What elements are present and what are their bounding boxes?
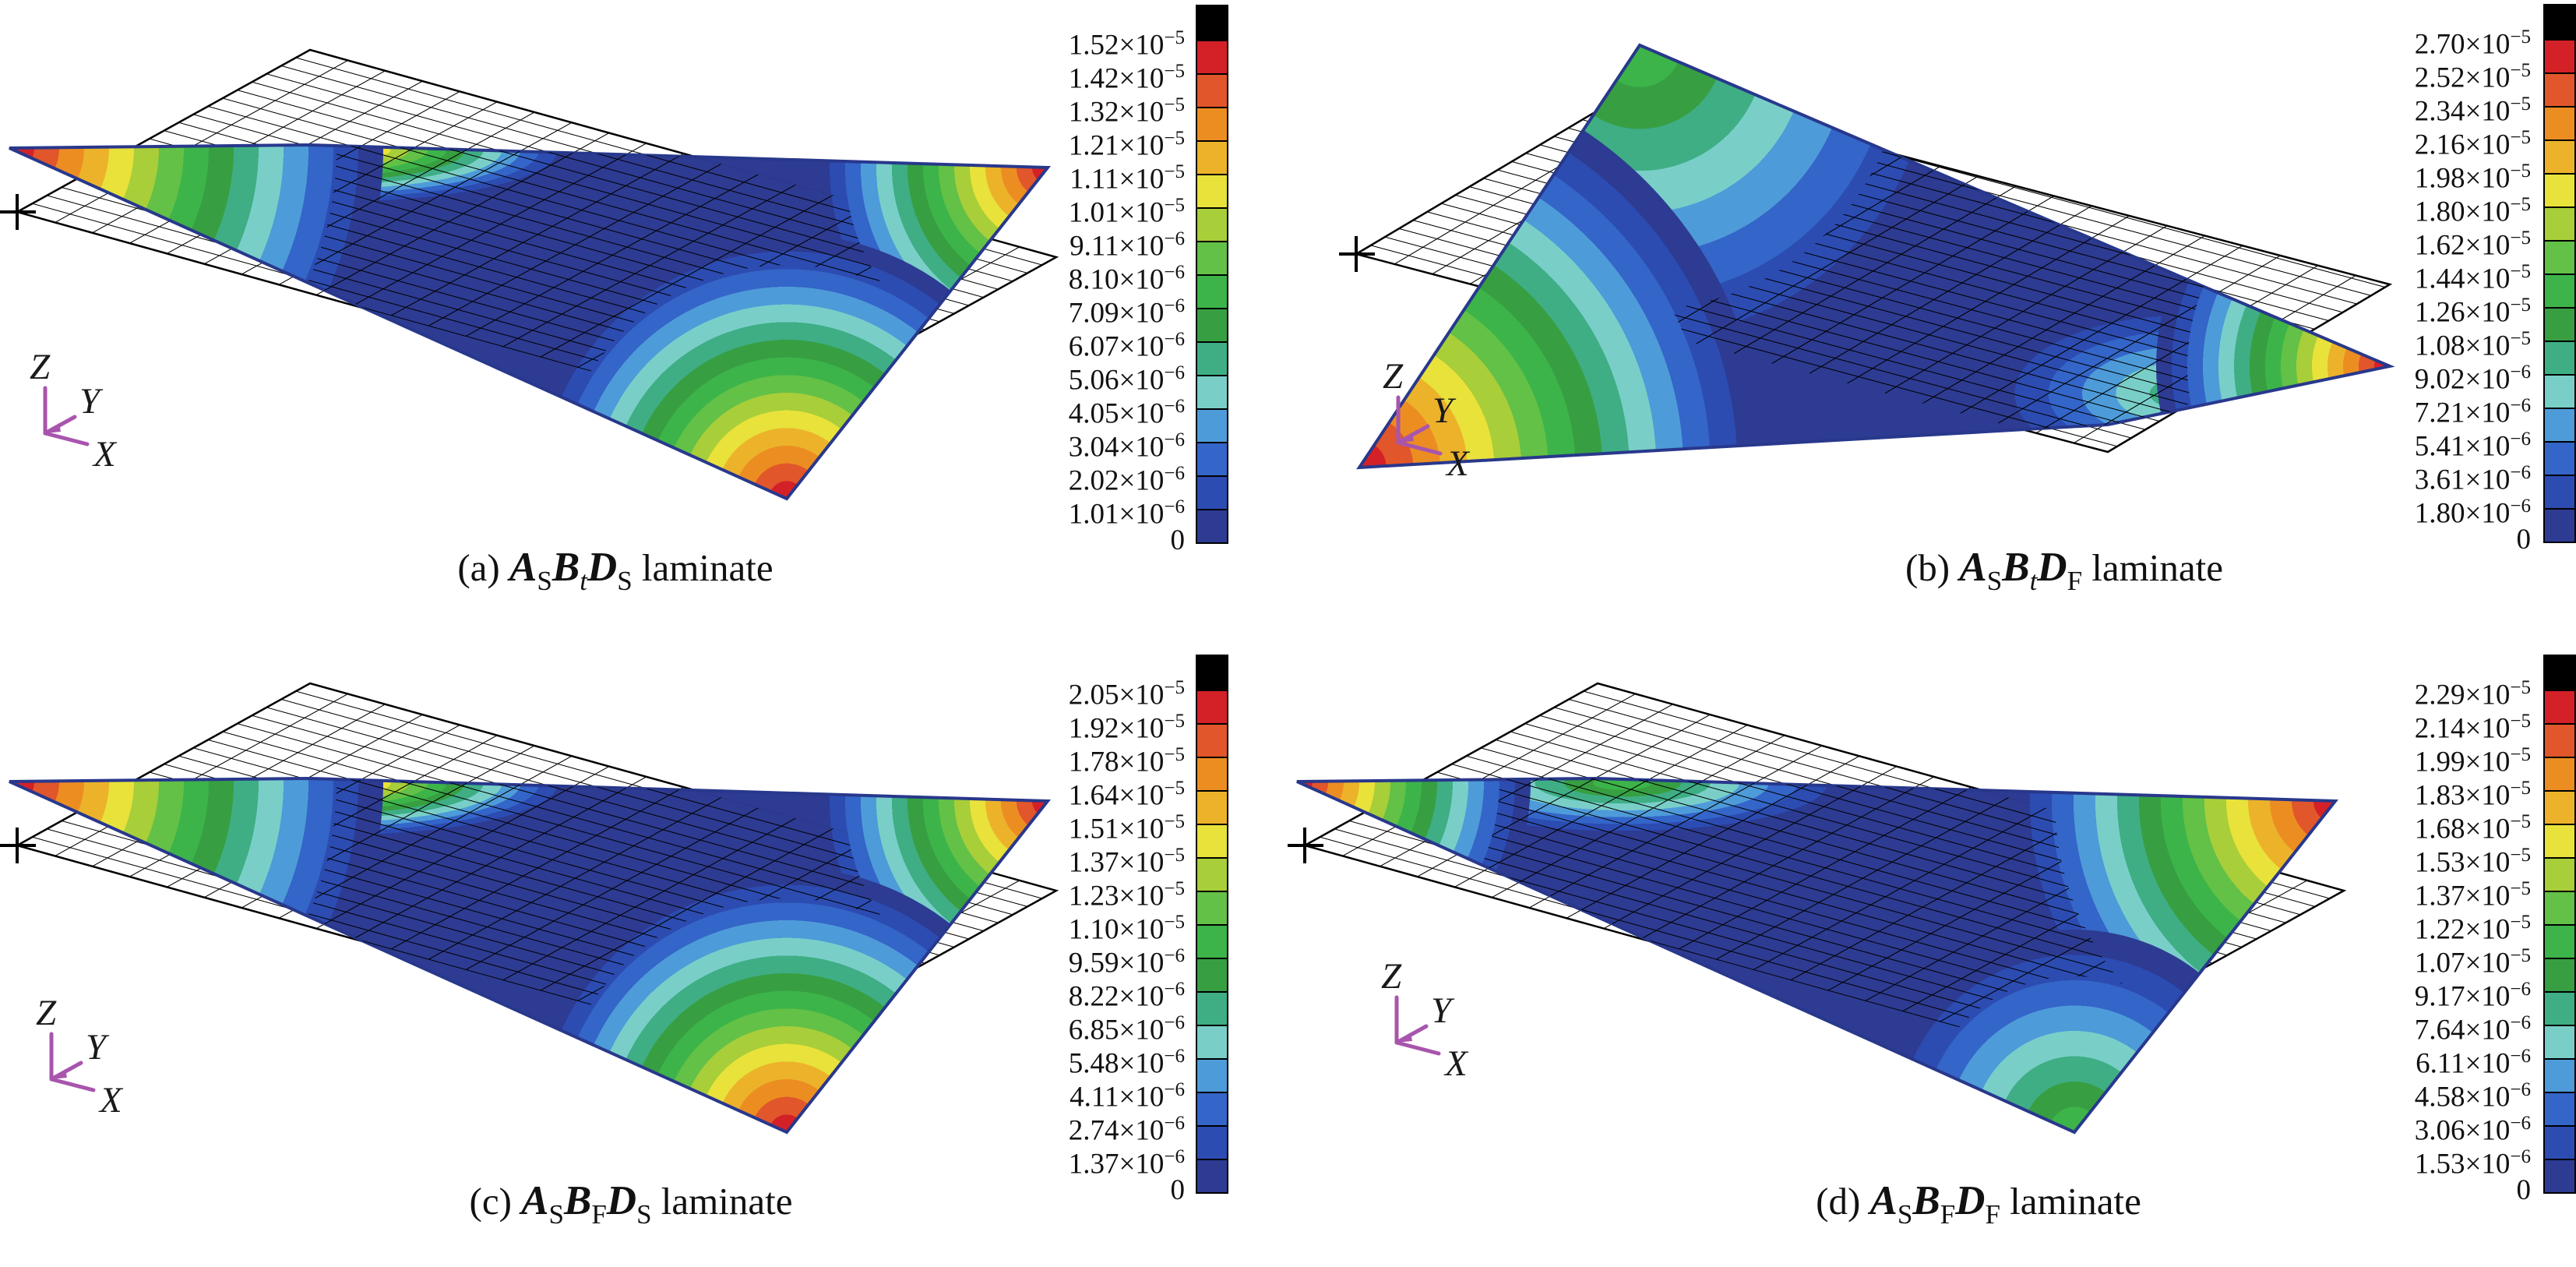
axis-z-label: Z [30, 347, 51, 387]
caption-matrix-letter: A [521, 1178, 549, 1223]
caption-matrix-letter: D [2037, 545, 2067, 590]
caption-prefix: (a) [457, 546, 510, 589]
caption-subscript: S [636, 1199, 652, 1230]
panel-d: Z Y X 2.29×10−5 2.14×10−5 1.99×10−5 1.83×10… [1288, 634, 2576, 1267]
caption-suffix: laminate [2000, 1180, 2141, 1223]
caption-matrix-letter: B [1912, 1178, 1940, 1223]
caption-prefix: (b) [1905, 546, 1960, 589]
axis-x-label: X [92, 434, 118, 475]
caption-d: (d) ASBFDF laminate [1816, 1177, 2141, 1230]
caption-suffix: laminate [651, 1180, 793, 1223]
origin-marker [1339, 236, 1375, 272]
origin-marker [0, 828, 36, 863]
plot-a: Z Y X [0, 48, 1058, 500]
axis-x-label: X [1445, 443, 1471, 484]
caption-subscript: S [1897, 1199, 1913, 1230]
caption-subscript: F [591, 1199, 607, 1230]
caption-prefix: (d) [1816, 1180, 1870, 1223]
caption-matrix-letter: B [551, 545, 580, 590]
caption-subscript: F [1940, 1199, 1956, 1230]
caption-subscript: t [580, 566, 587, 596]
axis-triad: Z Y X [1383, 356, 1471, 484]
axis-x-label: X [98, 1080, 124, 1121]
caption-matrix-letter: B [563, 1178, 592, 1223]
caption-subscript: F [2067, 566, 2083, 596]
axis-z-label: Z [1381, 956, 1402, 997]
caption-matrix-letter: B [2002, 545, 2030, 590]
caption-subscript: S [548, 1199, 564, 1230]
axis-triad: Z Y X [36, 993, 124, 1121]
axis-x-label: X [1443, 1043, 1469, 1084]
axis-y-label: Y [79, 381, 104, 422]
caption-subscript: t [2029, 566, 2038, 596]
caption-matrix-letter: A [509, 545, 537, 590]
caption-c: (c) ASBFDS laminate [469, 1177, 793, 1230]
caption-matrix-letter: D [1955, 1178, 1986, 1223]
caption-suffix: laminate [632, 546, 774, 589]
panel-c: Z Y X 2.05×10−5 1.92×10−5 1.78×10−5 1.64×10… [0, 634, 1293, 1267]
plot-b: Z Y X [1339, 44, 2391, 484]
axis-triad: Z Y X [1381, 956, 1469, 1084]
axis-y-label: Y [86, 1027, 110, 1068]
axis-y-label: Y [1432, 390, 1457, 431]
axis-z-label: Z [36, 993, 57, 1033]
caption-matrix-letter: A [1959, 545, 1987, 590]
caption-matrix-letter: A [1869, 1178, 1898, 1223]
caption-subscript: S [617, 566, 633, 596]
axis-y-label: Y [1431, 990, 1455, 1031]
origin-marker [0, 194, 36, 230]
plot-d: Z Y X [1288, 682, 2345, 1134]
origin-marker [1288, 828, 1323, 863]
caption-a: (a) ASBtDS laminate [457, 544, 774, 596]
caption-suffix: laminate [2082, 546, 2224, 589]
caption-matrix-letter: D [606, 1178, 637, 1223]
caption-matrix-letter: D [587, 545, 618, 590]
axis-triad: Z Y X [30, 347, 118, 475]
axis-z-label: Z [1383, 356, 1404, 397]
panel-b: Z Y X 2.70×10−5 2.52×10−5 2.34×10−5 2.16×10… [1288, 0, 2576, 634]
plot-c: Z Y X [0, 682, 1058, 1134]
caption-b: (b) ASBtDF laminate [1905, 544, 2224, 596]
caption-subscript: F [1985, 1199, 2000, 1230]
panel-a: Z Y X 1.52×10−5 1.42×10−5 1.32×10−5 1.21×10… [0, 0, 1293, 634]
caption-prefix: (c) [469, 1180, 522, 1223]
caption-subscript: S [1986, 566, 2003, 596]
caption-subscript: S [537, 566, 552, 596]
